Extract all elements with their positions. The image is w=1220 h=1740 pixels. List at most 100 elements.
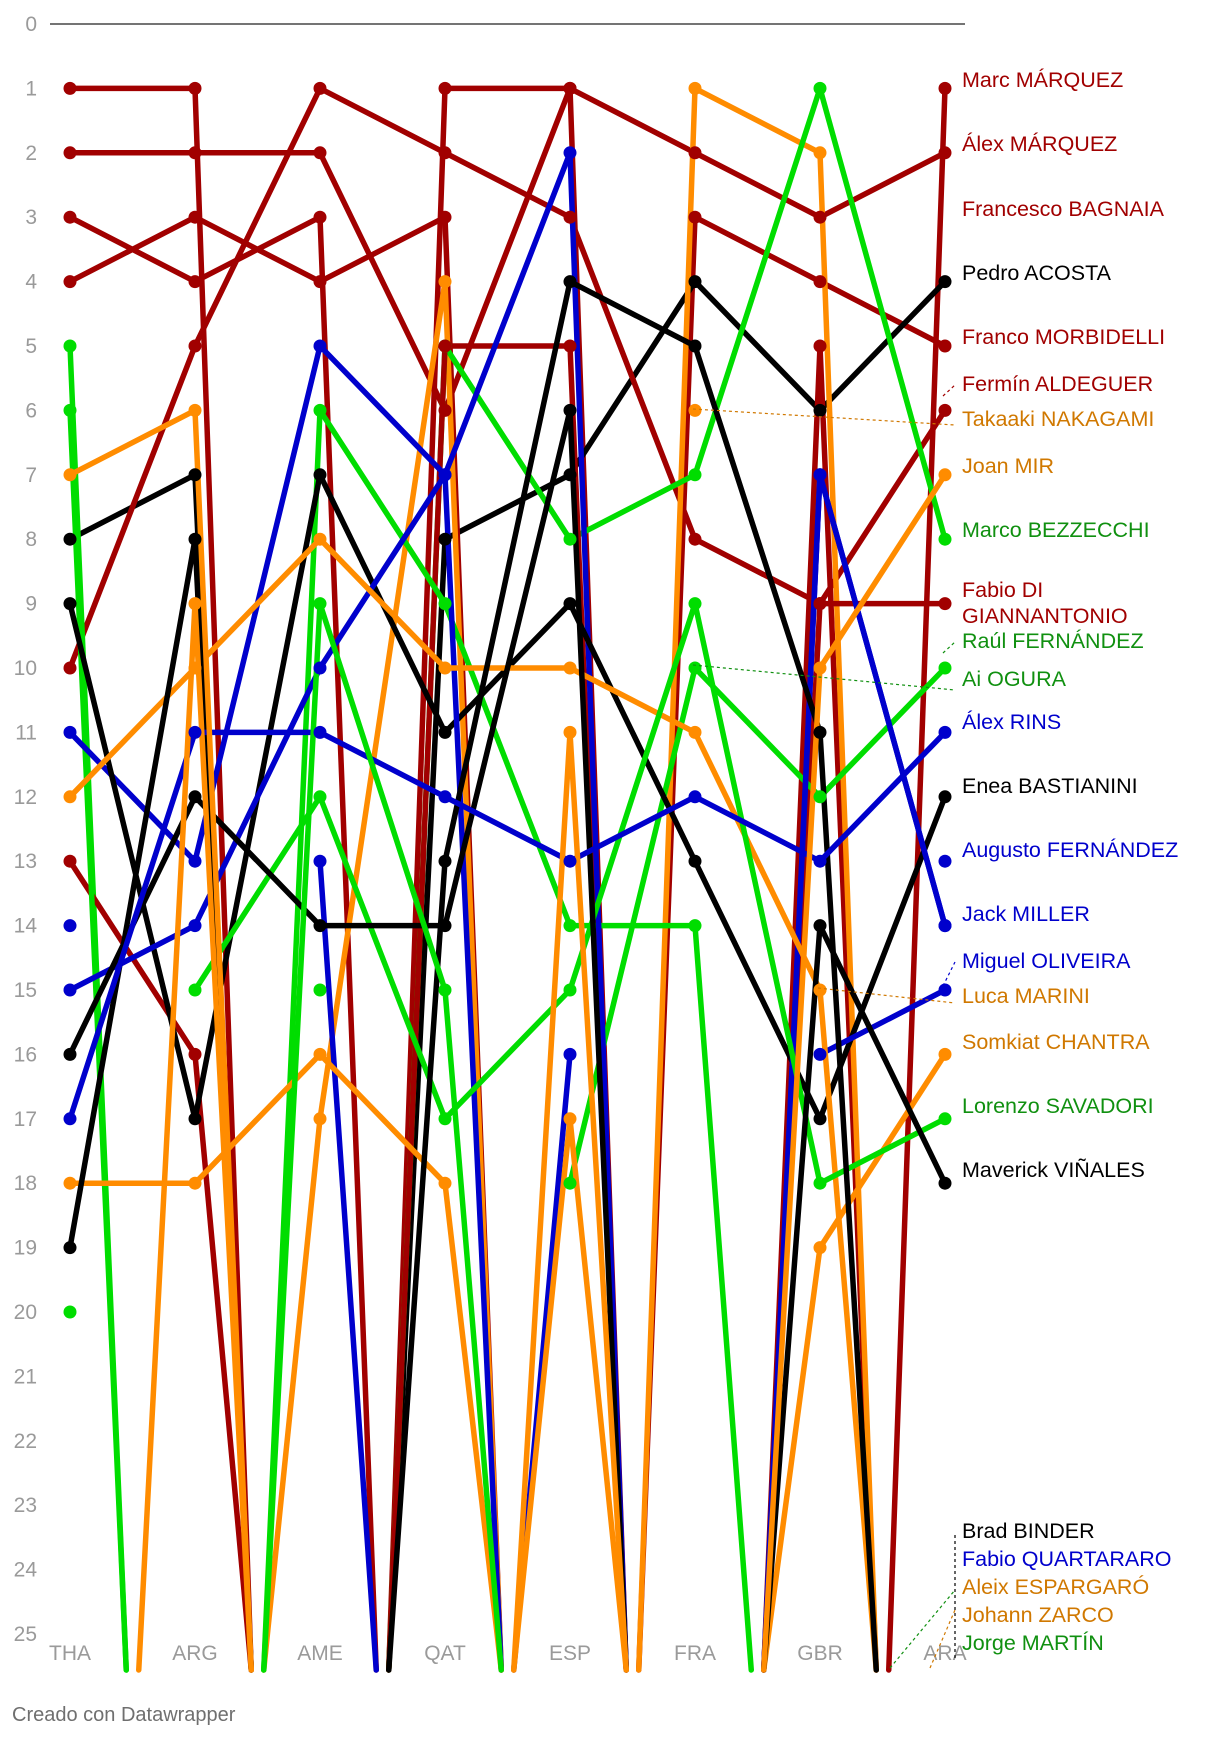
series-line-segment xyxy=(692,922,754,1673)
series-label: Álex RINS xyxy=(962,709,1061,734)
series-label: Raúl FERNÁNDEZ xyxy=(962,628,1144,653)
data-point xyxy=(938,661,952,675)
data-point xyxy=(563,597,577,611)
series-label-line: Marc MÁRQUEZ xyxy=(962,67,1123,92)
x-tick-label: ARA xyxy=(923,1642,966,1665)
data-point xyxy=(188,597,202,611)
series-line-segment xyxy=(817,150,879,1673)
data-point xyxy=(63,725,77,739)
data-point xyxy=(63,919,77,933)
series-label: Fermín ALDEGUER xyxy=(962,372,1153,396)
series-line-segment xyxy=(442,85,573,414)
data-point xyxy=(313,983,327,997)
series-label: Fabio QUARTARARO xyxy=(962,1547,1171,1571)
data-point xyxy=(63,1176,77,1190)
series-line-segment xyxy=(261,1116,323,1673)
data-point xyxy=(938,1047,952,1061)
series-line-segment xyxy=(442,150,573,478)
x-tick-label: THA xyxy=(49,1642,91,1665)
data-point xyxy=(313,725,327,739)
series-line-segment xyxy=(386,343,448,1673)
data-point xyxy=(188,468,202,482)
series-line-segment xyxy=(761,1244,823,1673)
series-line-segment xyxy=(192,1051,323,1186)
data-point xyxy=(313,81,327,95)
data-point xyxy=(313,919,327,933)
series-line-segment xyxy=(192,214,323,285)
y-tick-label: 8 xyxy=(25,528,37,551)
series-points xyxy=(63,81,952,1319)
data-point xyxy=(688,790,702,804)
series-line-segment xyxy=(442,987,573,1122)
series-label-line: Franco MORBIDELLI xyxy=(962,325,1165,349)
data-point xyxy=(938,1176,952,1190)
direct-labels: Marc MÁRQUEZ Álex MÁRQUEZ Francesco BAGNAI… xyxy=(692,67,1178,1669)
data-point xyxy=(188,146,202,160)
series-line-segment xyxy=(692,150,823,220)
data-point xyxy=(63,1112,77,1126)
data-point xyxy=(313,339,327,353)
series-label: Jorge MARTÍN xyxy=(962,1630,1104,1655)
x-tick-label: ARG xyxy=(172,1642,218,1665)
series-label: Enea BASTIANINI xyxy=(962,774,1138,798)
series-line-segment xyxy=(692,343,823,736)
y-tick-label: 25 xyxy=(14,1623,37,1646)
series-label-line: Jack MILLER xyxy=(962,902,1090,926)
data-point xyxy=(63,146,77,160)
series-line-segment xyxy=(692,794,823,864)
data-point xyxy=(688,468,702,482)
y-tick-label: 23 xyxy=(14,1494,37,1517)
series-line-segment xyxy=(386,858,448,1673)
data-point xyxy=(188,661,202,675)
series-label-line: Luca MARINI xyxy=(962,984,1090,1008)
data-point xyxy=(188,983,202,997)
series-line-segment xyxy=(317,150,448,414)
data-point xyxy=(438,275,452,289)
x-tick-label: ESP xyxy=(549,1642,591,1665)
series-line-segment xyxy=(817,472,948,929)
data-point xyxy=(563,661,577,675)
y-tick-label: 11 xyxy=(15,721,37,744)
series-label-line: Aleix ESPARGARÓ xyxy=(962,1574,1149,1599)
data-point xyxy=(438,403,452,417)
data-point xyxy=(813,854,827,868)
data-point xyxy=(563,468,577,482)
series-label-line: Jorge MARTÍN xyxy=(962,1630,1104,1655)
data-point xyxy=(63,983,77,997)
series-line-segment xyxy=(886,85,948,1673)
data-point xyxy=(438,854,452,868)
data-point xyxy=(688,275,702,289)
series-line-segment xyxy=(567,278,698,349)
label-leader-line xyxy=(942,641,956,654)
label-leader-line xyxy=(692,408,956,426)
series-line-segment xyxy=(67,407,198,478)
data-point xyxy=(188,725,202,739)
data-point xyxy=(63,468,77,482)
series-label: Augusto FERNÁNDEZ xyxy=(962,837,1178,862)
data-point xyxy=(438,210,452,224)
label-leader-line xyxy=(692,664,956,691)
data-point xyxy=(813,790,827,804)
data-point xyxy=(688,210,702,224)
data-point xyxy=(688,854,702,868)
series-line-segment xyxy=(317,729,448,800)
data-point xyxy=(563,919,577,933)
y-tick-label: 5 xyxy=(25,335,37,358)
series-label: Somkiat CHANTRA xyxy=(962,1030,1150,1054)
data-point xyxy=(688,339,702,353)
series-label: Francesco BAGNAIA xyxy=(962,197,1165,221)
series-label-line: Fabio QUARTARARO xyxy=(962,1547,1171,1571)
data-point xyxy=(188,81,202,95)
series-label: Marco BEZZECCHI xyxy=(962,518,1150,542)
data-point xyxy=(63,210,77,224)
data-point xyxy=(63,275,77,289)
series-label-line: Somkiat CHANTRA xyxy=(962,1030,1150,1054)
series-line-segment xyxy=(442,600,573,929)
y-tick-label: 18 xyxy=(14,1172,37,1195)
series-line-segment xyxy=(442,472,504,1673)
series-line-segment xyxy=(817,278,948,414)
series-label: Maverick VIÑALES xyxy=(962,1157,1145,1182)
series-line-segment xyxy=(67,214,198,285)
y-tick-label: 6 xyxy=(25,399,37,422)
series-line-segment xyxy=(817,407,948,607)
